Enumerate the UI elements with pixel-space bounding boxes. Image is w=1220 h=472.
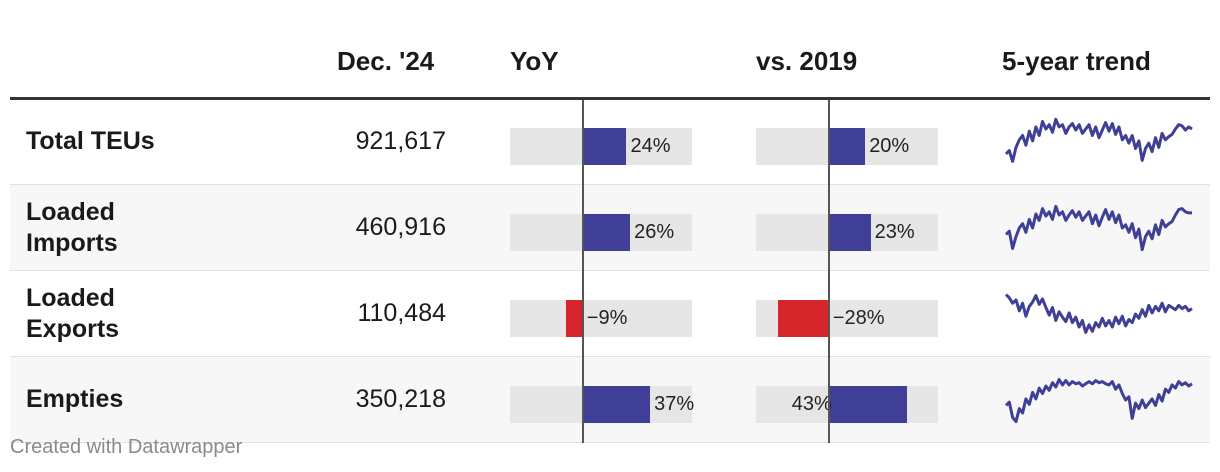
vs2019-bar-label: 20%: [869, 135, 910, 157]
header-row: Dec. '24 YoY vs. 2019 5-year trend: [10, 0, 1210, 100]
yoy-bar: [582, 386, 651, 423]
vs2019-bar-label: 23%: [874, 221, 915, 243]
row-value: 350,218: [355, 385, 446, 413]
yoy-bar-label: 24%: [630, 135, 671, 157]
trend-sparkline: [1004, 117, 1193, 163]
row-value: 460,916: [355, 213, 446, 241]
row-value: 110,484: [357, 299, 446, 327]
vs2019-bar-label: −28%: [832, 307, 885, 329]
vs2019-bar: [828, 386, 908, 423]
column-header-yoy: YoY: [510, 46, 559, 76]
yoy-bar-label: 37%: [654, 393, 695, 415]
trend-line: [1004, 117, 1193, 163]
vs2019-bar: [777, 300, 829, 337]
yoy-bar-track: [510, 300, 692, 337]
yoy-bar: [566, 300, 583, 337]
trend-sparkline: [1004, 378, 1193, 424]
vs2019-bar-label: 43%: [791, 393, 832, 415]
yoy-bar: [582, 214, 631, 251]
column-header-value: Dec. '24: [337, 46, 435, 76]
header-rule: [10, 97, 1210, 100]
table-body: Total TEUs 921,617 24% 20% Loaded Imports 460…: [10, 99, 1210, 443]
row-label: Loaded Imports: [26, 197, 118, 257]
trend-sparkline: [1004, 293, 1193, 334]
column-header-trend: 5-year trend: [1002, 46, 1151, 76]
data-table: Dec. '24 YoY vs. 2019 5-year trend Total…: [10, 0, 1210, 443]
trend-line: [1004, 204, 1192, 252]
yoy-bar-label: 26%: [634, 221, 675, 243]
column-header-vs2019: vs. 2019: [756, 46, 858, 76]
trend-sparkline: [1004, 204, 1192, 252]
row-label: Loaded Exports: [26, 283, 120, 343]
table-row: Loaded Imports 460,916 26% 23%: [10, 185, 1210, 271]
table-row: Total TEUs 921,617 24% 20%: [10, 99, 1210, 185]
trend-line: [1004, 293, 1193, 334]
attribution: Created with Datawrapper: [10, 436, 243, 458]
row-label: Empties: [26, 385, 124, 413]
vs2019-bar: [828, 214, 871, 251]
vs2019-bar: [828, 128, 866, 165]
row-label: Total TEUs: [26, 127, 155, 155]
row-value: 921,617: [355, 127, 446, 155]
trend-line: [1004, 378, 1193, 424]
yoy-zero-axis: [581, 100, 584, 443]
table-row: Empties 350,218 37% 43%: [10, 357, 1210, 443]
yoy-bar-label: −9%: [586, 307, 628, 329]
vs2019-zero-axis: [827, 100, 830, 443]
yoy-bar: [582, 128, 627, 165]
table-row: Loaded Exports 110,484 −9% −28%: [10, 271, 1210, 357]
